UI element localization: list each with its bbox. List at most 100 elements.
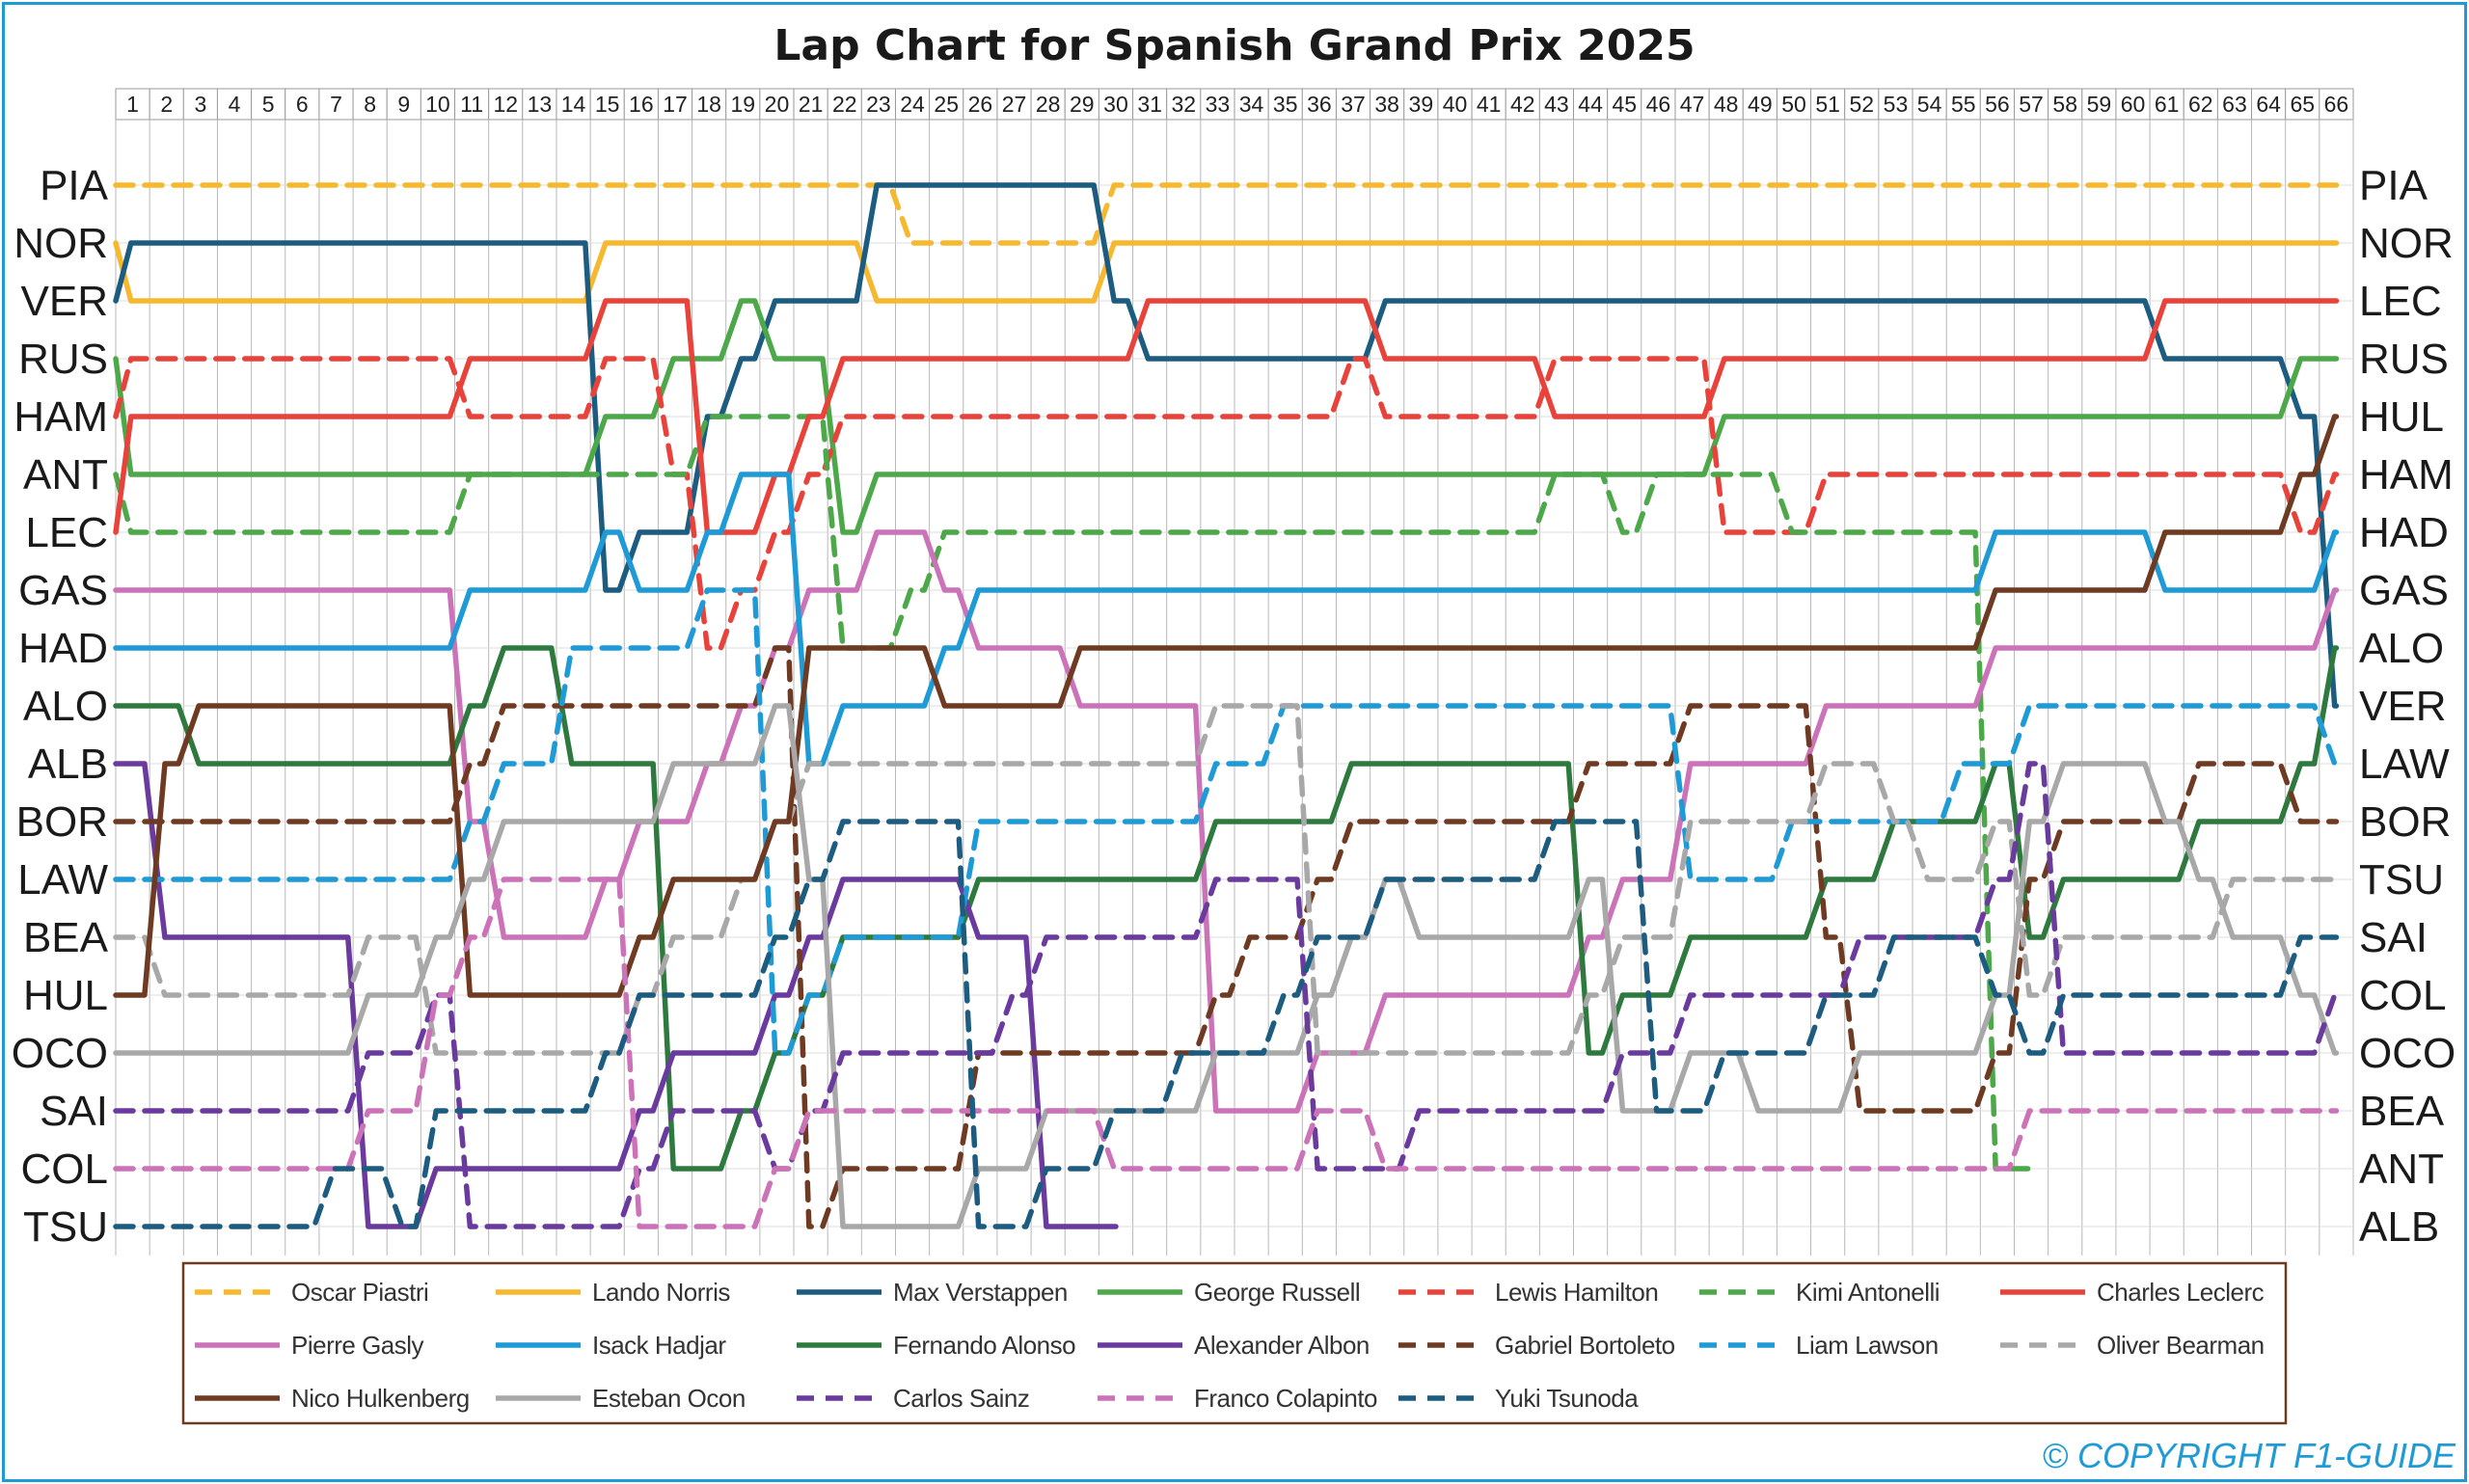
series-line	[113, 703, 2340, 1056]
driver-line-nor	[113, 240, 2340, 304]
legend-item: George Russell	[1098, 1278, 1361, 1307]
lap-header-cell	[2216, 88, 2253, 121]
start-position-label: HUL	[23, 972, 108, 1019]
finish-position-label: BEA	[2359, 1088, 2445, 1135]
lap-number-label: 38	[1374, 92, 1399, 117]
lap-number-label: 9	[397, 92, 410, 117]
position-labels: PIA NOR VER RUS HAM ANT LEC GAS HAD ALO ALB BOR LAW B…	[12, 162, 2455, 1251]
grid: 1 2 3 4 5 6 7 8 9 10 11 12 13 14 15 16 17 18 19 20 21 22 23 24 2…	[115, 88, 2354, 1255]
lap-header-cell	[251, 88, 286, 121]
lap-number-label: 15	[595, 92, 620, 117]
lap-header-cell	[1945, 88, 1981, 121]
legend-item: Alexander Albon	[1098, 1331, 1370, 1360]
lap-header-cell	[522, 88, 557, 121]
lap-header-cell	[1166, 88, 1202, 121]
series-line	[113, 587, 2340, 1056]
series-line	[113, 529, 2340, 1114]
legend-label: Isack Hadjar	[592, 1331, 726, 1360]
chart-title: Lap Chart for Spanish Grand Prix 2025	[773, 21, 1696, 70]
finish-position-label: NOR	[2359, 220, 2454, 267]
lap-number-label: 65	[2290, 92, 2315, 117]
legend-item: Esteban Ocon	[496, 1384, 746, 1413]
lap-number-label: 60	[2121, 92, 2146, 117]
lap-header-cell	[623, 88, 659, 121]
driver-line-hul	[113, 414, 2340, 998]
lap-number-label: 50	[1781, 92, 1806, 117]
lap-header-cell	[725, 88, 761, 121]
start-position-label: GAS	[18, 567, 108, 614]
start-position-label: VER	[21, 278, 108, 325]
legend-label: Pierre Gasly	[291, 1331, 424, 1360]
legend-label: George Russell	[1194, 1278, 1360, 1307]
legend-item: Franco Colapinto	[1098, 1384, 1378, 1413]
lap-header-cell	[1505, 88, 1540, 121]
legend-label: Franco Colapinto	[1194, 1384, 1377, 1413]
lap-number-label: 64	[2256, 92, 2281, 117]
lap-number-label: 57	[2019, 92, 2044, 117]
lap-number-label: 41	[1477, 92, 1502, 117]
lap-header-cell	[1370, 88, 1405, 121]
finish-position-label: VER	[2359, 683, 2446, 730]
lap-number-label: 30	[1103, 92, 1128, 117]
start-position-label: ALB	[28, 741, 108, 788]
lap-header-cell	[2081, 88, 2117, 121]
driver-line-bea	[113, 703, 2340, 1056]
lap-number-label: 25	[934, 92, 959, 117]
lap-header-cell	[2285, 88, 2320, 121]
lap-number-label: 13	[528, 92, 553, 117]
driver-line-lec	[113, 298, 2340, 535]
driver-line-ant	[113, 414, 2034, 1172]
legend-item: Yuki Tsunoda	[1398, 1384, 1640, 1413]
lap-header-cell	[1878, 88, 1913, 121]
lap-header-cell	[759, 88, 795, 121]
legend-item: Lewis Hamilton	[1398, 1278, 1659, 1307]
lap-number-label: 42	[1510, 92, 1535, 117]
lap-number-label: 39	[1409, 92, 1434, 117]
lap-header-cell	[2149, 88, 2184, 121]
legend-label: Gabriel Bortoleto	[1495, 1331, 1675, 1360]
lap-number-label: 19	[731, 92, 756, 117]
series-line	[113, 703, 2340, 1229]
lap-header-cell	[285, 88, 320, 121]
lap-number-label: 56	[1985, 92, 2010, 117]
finish-position-label: ANT	[2359, 1146, 2444, 1193]
finish-position-label: LEC	[2359, 278, 2442, 325]
legend-label: Esteban Ocon	[592, 1384, 746, 1413]
driver-line-ver	[113, 182, 2340, 709]
series-line	[113, 182, 2340, 246]
series-line	[113, 298, 2340, 535]
lap-header-cell	[1234, 88, 1269, 121]
legend-label: Max Verstappen	[893, 1278, 1068, 1307]
lap-header-cell	[1573, 88, 1609, 121]
start-position-label: TSU	[23, 1203, 108, 1251]
lap-header-cell	[963, 88, 998, 121]
finish-position-label: GAS	[2359, 567, 2449, 614]
finish-position-label: ALB	[2359, 1203, 2439, 1251]
finish-position-label: BOR	[2359, 798, 2451, 846]
legend-item: Carlos Sainz	[797, 1384, 1030, 1413]
legend-label: Alexander Albon	[1194, 1331, 1370, 1360]
lap-number-label: 29	[1070, 92, 1095, 117]
lap-number-label: 62	[2188, 92, 2213, 117]
lap-header-cell	[1641, 88, 1676, 121]
lap-header-cell	[556, 88, 591, 121]
series-line	[113, 761, 1119, 1229]
lap-number-label: 35	[1273, 92, 1298, 117]
lap-number-label: 32	[1171, 92, 1196, 117]
lap-number-label: 61	[2155, 92, 2180, 117]
lap-header-cell	[149, 88, 184, 121]
lap-number-label: 33	[1206, 92, 1231, 117]
legend-label: Lewis Hamilton	[1495, 1278, 1658, 1307]
start-position-label: HAD	[18, 625, 108, 672]
lap-number-label: 26	[968, 92, 993, 117]
finish-position-label: HAM	[2359, 451, 2454, 499]
lap-header-cell	[115, 88, 150, 121]
lap-header-cell	[1098, 88, 1134, 121]
lap-number-label: 17	[663, 92, 688, 117]
lap-number-label: 43	[1544, 92, 1569, 117]
start-position-label: ALO	[23, 683, 108, 730]
driver-line-alo	[113, 645, 2340, 1172]
legend-label: Fernando Alonso	[893, 1331, 1075, 1360]
lap-number-label: 44	[1578, 92, 1603, 117]
